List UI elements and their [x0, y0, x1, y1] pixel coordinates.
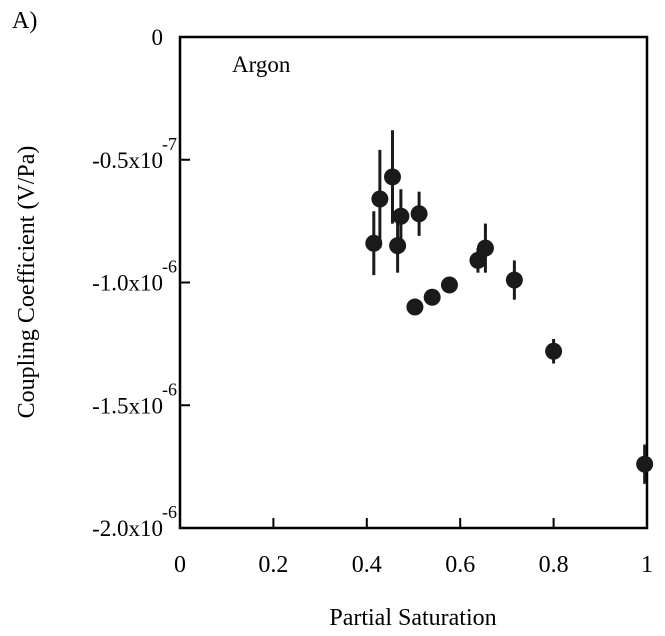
x-tick-label: 0 [174, 552, 186, 578]
y-tick-label: -0.5x10 [92, 148, 163, 173]
data-point [389, 237, 407, 255]
x-axis-label: Partial Saturation [329, 605, 496, 631]
data-point [383, 168, 401, 186]
x-tick-label: 0.2 [258, 552, 288, 578]
data-point [469, 251, 487, 269]
panel-label: A) [12, 8, 37, 34]
data-point [545, 342, 563, 360]
data-point [371, 190, 389, 208]
data-point [392, 207, 410, 225]
plot-frame [178, 35, 649, 530]
series-annotation: Argon [232, 52, 291, 77]
data-point [423, 288, 441, 306]
data-point [440, 276, 458, 294]
y-tick-exponent: -6 [162, 379, 177, 399]
x-tick-label: 0.8 [539, 552, 569, 578]
y-axis-ticks: 0-0.5x10-7-1.0x10-6-1.5x10-6-2.0x10-6 [92, 25, 190, 541]
data-point [636, 455, 654, 473]
data-point [505, 271, 523, 289]
x-tick-label: 1 [641, 552, 653, 578]
y-tick-exponent: -6 [162, 257, 177, 277]
y-tick-label: 0 [152, 25, 164, 50]
data-point [406, 298, 424, 316]
data-point [476, 239, 494, 257]
x-tick-label: 0.4 [352, 552, 382, 578]
y-tick-exponent: -7 [162, 134, 177, 154]
x-tick-label: 0.6 [445, 552, 475, 578]
data-point [410, 205, 428, 223]
y-axis-label: Coupling Coefficient (V/Pa) [14, 146, 40, 419]
y-tick-label: -2.0x10 [92, 516, 163, 541]
data-points [365, 130, 654, 484]
x-axis-ticks: 0 0.2 0.4 0.6 0.8 1 [174, 518, 653, 578]
y-tick-exponent: -6 [162, 502, 177, 522]
y-tick-label: -1.5x10 [92, 393, 163, 418]
data-point [365, 234, 383, 252]
y-tick-label: -1.0x10 [92, 271, 163, 296]
